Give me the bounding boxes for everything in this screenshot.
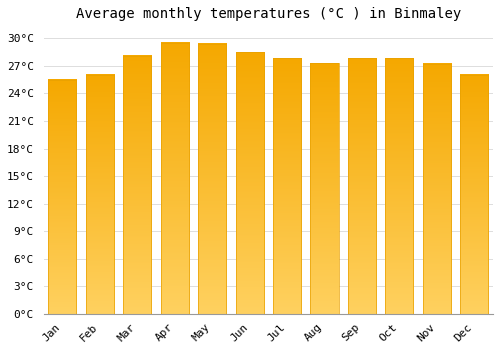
- Bar: [48, 79, 76, 314]
- Bar: [236, 52, 264, 314]
- Title: Average monthly temperatures (°C ) in Binmaley: Average monthly temperatures (°C ) in Bi…: [76, 7, 461, 21]
- Bar: [273, 58, 301, 314]
- Bar: [86, 75, 114, 314]
- Bar: [423, 64, 451, 314]
- Bar: [386, 58, 413, 314]
- Bar: [198, 44, 226, 314]
- Bar: [460, 75, 488, 314]
- Bar: [348, 58, 376, 314]
- Bar: [123, 56, 152, 314]
- Bar: [160, 43, 189, 314]
- Bar: [310, 63, 338, 314]
